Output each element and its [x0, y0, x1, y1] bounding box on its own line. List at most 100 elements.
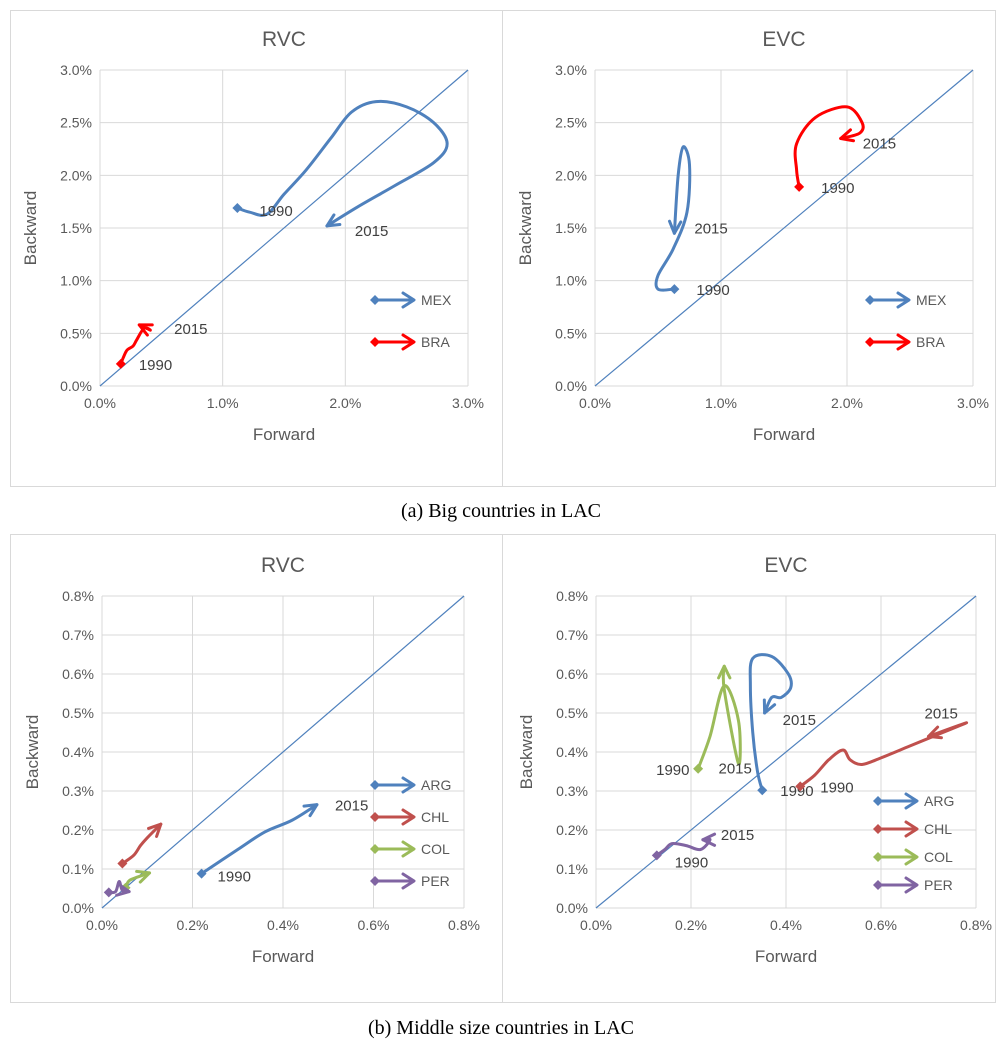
y-tick-label: 1.5%: [60, 220, 92, 236]
y-tick-label: 0.2%: [62, 822, 94, 838]
x-tick-label: 0.2%: [675, 917, 707, 933]
start-marker: [117, 858, 128, 869]
x-tick-label: 0.0%: [579, 395, 611, 411]
legend-entry-bra: BRA: [370, 333, 450, 351]
end-arrowhead: [668, 219, 683, 235]
legend-label: MEX: [421, 292, 452, 308]
chart-title: RVC: [262, 28, 306, 51]
point-label: 1990: [675, 854, 708, 871]
legend-label: COL: [421, 841, 450, 857]
legend-entry-arg: ARG: [873, 792, 954, 810]
point-label: 1990: [139, 357, 172, 374]
x-tick-label: 0.4%: [770, 917, 802, 933]
x-tick-label: 0.0%: [84, 395, 116, 411]
x-tick-label: 0.0%: [86, 917, 118, 933]
y-axis-label: Backward: [516, 191, 535, 266]
caption-a: (a) Big countries in LAC: [401, 500, 601, 522]
legend-entry-per: PER: [873, 876, 953, 894]
x-tick-label: 3.0%: [452, 395, 484, 411]
series-per: [103, 879, 131, 898]
y-tick-label: 0.8%: [62, 588, 94, 604]
x-tick-label: 0.0%: [580, 917, 612, 933]
point-label: 2015: [355, 223, 388, 240]
y-tick-label: 0.8%: [556, 588, 588, 604]
legend-entry-chl: CHL: [370, 808, 449, 826]
series-col: 1990 2015: [656, 664, 752, 779]
x-tick-label: 3.0%: [957, 395, 989, 411]
start-marker: [693, 763, 704, 774]
series-line: [654, 145, 692, 292]
end-arrowhead: [839, 128, 855, 143]
legend-arrowhead: [401, 840, 416, 858]
point-label: 2015: [863, 135, 896, 152]
series-mex: 1990 2015: [654, 145, 730, 299]
diagonal-line: [101, 595, 465, 909]
chart-title: RVC: [261, 554, 305, 577]
legend-entry-mex: MEX: [370, 291, 452, 309]
series-line: [793, 105, 865, 189]
legend-arrowhead: [904, 792, 919, 810]
point-label: 2015: [721, 827, 754, 844]
point-label: 1990: [656, 762, 689, 779]
legend-arrowhead: [401, 808, 416, 826]
legend-label: MEX: [916, 292, 947, 308]
point-label: 1990: [218, 869, 251, 886]
legend-arrowhead: [904, 820, 919, 838]
chart-a-rvc: 0.0% 1.0% 2.0% 3.0% 0.0% 0.5% 1.0% 1.5% 2.0% 2.5%…: [21, 28, 484, 444]
series-line: [119, 323, 152, 366]
legend-entry-per: PER: [370, 872, 450, 890]
legend-arrowhead: [401, 333, 416, 351]
series-line: [655, 837, 712, 857]
point-label: 1990: [696, 282, 729, 299]
series-line: [748, 653, 793, 792]
x-axis-label: Forward: [253, 425, 315, 444]
legend-arrowhead: [401, 291, 416, 309]
point-label: 1990: [820, 779, 853, 796]
y-tick-label: 0.4%: [556, 744, 588, 760]
point-label: 2015: [174, 321, 207, 338]
legend-arrowhead: [401, 872, 416, 890]
chart-a-evc: 0.0% 1.0% 2.0% 3.0% 0.0% 0.5% 1.0% 1.5% 2.0% 2.5%…: [516, 28, 989, 444]
legend-arrowhead: [401, 776, 416, 794]
y-axis-label: Backward: [517, 715, 536, 790]
legend-label: BRA: [421, 334, 450, 350]
start-marker: [757, 785, 768, 796]
legend-arrowhead: [904, 848, 919, 866]
x-tick-label: 1.0%: [207, 395, 239, 411]
legend-entry-mex: MEX: [865, 291, 947, 309]
x-tick-label: 1.0%: [705, 395, 737, 411]
chart-title: EVC: [762, 28, 805, 51]
legend-entry-chl: CHL: [873, 820, 952, 838]
series-line: [696, 664, 742, 771]
start-marker: [669, 284, 680, 295]
x-tick-label: 0.4%: [267, 917, 299, 933]
end-arrowhead: [302, 803, 319, 818]
point-label: 1990: [259, 203, 292, 220]
y-tick-label: 1.0%: [555, 273, 587, 289]
y-tick-label: 0.1%: [556, 861, 588, 877]
start-marker: [115, 358, 126, 369]
chart-b-rvc: 0.0% 0.2% 0.4% 0.6% 0.8% 0.0% 0.1% 0.2% 0.3% 0.4%…: [23, 554, 480, 966]
y-axis-label: Backward: [23, 715, 42, 790]
series-line: [235, 99, 449, 228]
y-tick-label: 0.7%: [556, 627, 588, 643]
x-tick-label: 0.2%: [177, 917, 209, 933]
series-arg: 1990 2015: [196, 798, 368, 886]
y-tick-label: 0.3%: [62, 783, 94, 799]
legend-entry-arg: ARG: [370, 776, 451, 794]
panel-b-divider: [502, 534, 503, 1003]
start-marker: [196, 868, 207, 879]
y-tick-label: 0.5%: [555, 325, 587, 341]
start-marker: [651, 850, 662, 861]
point-label: 1990: [821, 180, 854, 197]
y-tick-label: 0.5%: [62, 705, 94, 721]
y-tick-label: 2.0%: [555, 167, 587, 183]
y-tick-label: 0.7%: [62, 627, 94, 643]
point-label: 2015: [719, 761, 752, 778]
legend-arrowhead: [896, 333, 911, 351]
point-label: 2015: [925, 705, 958, 722]
y-tick-label: 0.0%: [556, 900, 588, 916]
y-tick-label: 0.6%: [556, 666, 588, 682]
legend-label: ARG: [924, 793, 954, 809]
